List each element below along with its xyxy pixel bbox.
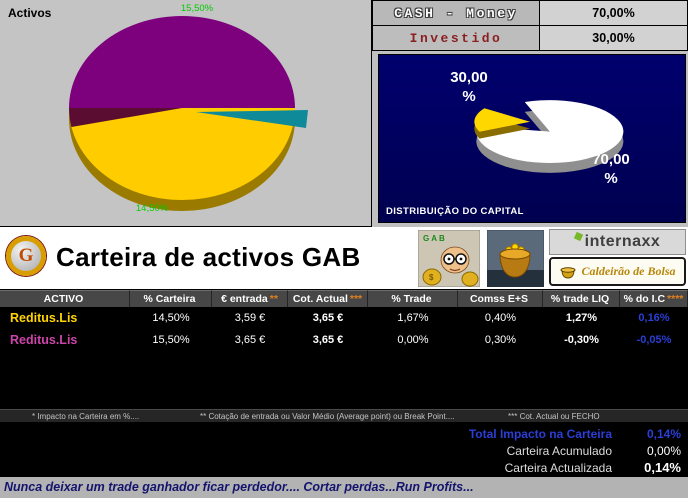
cell-carteira[interactable]: 15,50% xyxy=(152,334,190,346)
cell-carteira[interactable]: 14,50% xyxy=(152,312,190,324)
col-header-comss[interactable]: Comss E+S xyxy=(458,290,543,307)
cell-ic[interactable]: -0,05% xyxy=(636,334,672,346)
summary-label: Total Impacto na Carteira xyxy=(468,426,612,441)
cell-trade[interactable]: 1,67% xyxy=(397,312,429,324)
summary-row-carteira-acumulado: Carteira Acumulado 0,00% xyxy=(0,442,688,459)
col-header-entrada[interactable]: € entrada ** xyxy=(212,290,288,307)
page-title: Carteira de activos GAB xyxy=(56,242,361,272)
internaxx-logo: internaxx xyxy=(549,229,686,255)
pot-rim xyxy=(499,248,531,260)
cell-ic[interactable]: 0,16% xyxy=(638,312,670,324)
activos-pie-chart: 15,50% 14,50% xyxy=(68,3,308,214)
gab-medal-logo: G xyxy=(6,236,46,276)
mascot-mouth xyxy=(449,268,461,272)
summary-value[interactable]: 0,00% xyxy=(646,443,681,458)
capital-panel-caption: DISTRIBUIÇÃO DO CAPITAL xyxy=(386,206,524,217)
mascot-eye-left xyxy=(447,257,451,261)
title-band: G Carteira de activos GAB GAB $ xyxy=(0,227,688,290)
invested-row: Investido 30,00% xyxy=(372,26,688,51)
money-bag-left xyxy=(422,268,442,286)
summary-label: Carteira Actualizada xyxy=(504,460,612,475)
table-empty-rows xyxy=(0,351,688,409)
cell-trade[interactable]: 0,00% xyxy=(397,334,429,346)
cell-activo[interactable]: Reditus.Lis xyxy=(10,311,78,325)
gab-mascot-text: GAB xyxy=(423,234,447,243)
activos-pie-slice-teal xyxy=(196,110,308,128)
cell-activo[interactable]: Reditus.Lis xyxy=(10,333,78,347)
summary-value[interactable]: 0,14% xyxy=(646,426,681,441)
capital-summary-column: CASH - Money 70,00% Investido 30,00% 30,… xyxy=(372,0,688,227)
cell-entrada[interactable]: 3,59 € xyxy=(234,312,266,324)
table-row: Reditus.Lis 15,50% 3,65 € 3,65 € 0,00% 0… xyxy=(0,329,688,351)
footnote-impacto: * Impacto na Carteira em %.... xyxy=(32,412,140,421)
money-bag-symbol: $ xyxy=(429,273,434,282)
table-footnotes: * Impacto na Carteira em %.... ** Cotaçã… xyxy=(0,409,688,422)
activos-pie-slice-purple xyxy=(69,16,295,108)
activos-pie-label-top: 15,50% xyxy=(181,3,214,14)
caldeirao-logo-text: Caldeirão de Bolsa xyxy=(581,264,676,278)
activos-pie-slice-gold xyxy=(69,108,295,200)
footnote-cot-actual: *** Cot. Actual ou FECHO xyxy=(508,412,600,421)
activos-pie-slice-maroon xyxy=(68,108,182,127)
pot-body xyxy=(499,253,531,278)
cauldron-icon xyxy=(560,266,576,279)
invested-label: Investido xyxy=(372,26,540,51)
cell-comss[interactable]: 0,40% xyxy=(484,312,517,324)
money-bag-right xyxy=(461,271,479,287)
top-section: 15,50% 14,50% Activos CASH - Money 70,00… xyxy=(0,0,688,227)
col-header-activo[interactable]: ACTIVO xyxy=(0,290,130,307)
cell-trade-liq[interactable]: 1,27% xyxy=(565,312,598,324)
cash-row: CASH - Money 70,00% xyxy=(372,0,688,26)
mascot-eye-right xyxy=(459,257,463,261)
summary-label: Carteira Acumulado xyxy=(506,443,612,458)
activos-pie-label-bottom: 14,50% xyxy=(136,203,169,214)
summary-row-total-impacto: Total Impacto na Carteira 0,14% xyxy=(0,425,688,442)
table-row: Reditus.Lis 14,50% 3,59 € 3,65 € 1,67% 0… xyxy=(0,307,688,329)
cell-trade-liq[interactable]: -0,30% xyxy=(564,334,599,346)
footnote-cotacao: ** Cotação de entrada ou Valor Médio (Av… xyxy=(200,412,455,421)
summary-row-carteira-actualizada: Carteira Actualizada 0,14% xyxy=(0,459,688,476)
activos-chart-panel: 15,50% 14,50% Activos xyxy=(0,0,372,227)
capital-distribution-panel: 30,00 % 70,00 % DISTRIBUIÇÃO DO CAPITAL xyxy=(378,54,686,223)
capital-pie-chart xyxy=(474,100,624,173)
gab-medal-letter: G xyxy=(18,245,34,266)
summary-value[interactable]: 0,14% xyxy=(644,460,681,475)
table-header-row: ACTIVO % Carteira € entrada ** Cot. Actua… xyxy=(0,290,688,307)
cash-label: CASH - Money xyxy=(372,0,540,26)
cell-cot-actual[interactable]: 3,65 € xyxy=(312,312,344,324)
col-header-trade[interactable]: % Trade xyxy=(368,290,458,307)
col-header-trade-liq[interactable]: % trade LIQ xyxy=(543,290,620,307)
internaxx-green-mark-icon xyxy=(573,231,583,241)
gab-mascot-image: GAB $ xyxy=(418,230,480,287)
positions-table: ACTIVO % Carteira € entrada ** Cot. Actua… xyxy=(0,290,688,422)
capital-invested-pct: 30,00 % xyxy=(450,69,488,105)
invested-value[interactable]: 30,00% xyxy=(540,26,688,51)
cash-value[interactable]: 70,00% xyxy=(540,0,688,26)
portfolio-summary: Total Impacto na Carteira 0,14% Carteira… xyxy=(0,422,688,476)
internaxx-logo-text: internaxx xyxy=(584,233,661,250)
cell-cot-actual[interactable]: 3,65 € xyxy=(312,334,344,346)
cell-entrada[interactable]: 3,65 € xyxy=(234,334,266,346)
motto-bar: Nunca deixar um trade ganhador ficar per… xyxy=(0,476,688,498)
activos-panel-title: Activos xyxy=(8,6,52,20)
cell-comss[interactable]: 0,30% xyxy=(484,334,517,346)
pot-of-gold-image xyxy=(487,230,544,287)
col-header-cot-actual[interactable]: Cot. Actual *** xyxy=(288,290,368,307)
caldeirao-de-bolsa-logo: Caldeirão de Bolsa xyxy=(549,257,686,286)
capital-pie-slice-cash xyxy=(476,100,624,164)
col-header-carteira[interactable]: % Carteira xyxy=(130,290,212,307)
capital-cash-pct: 70,00 % xyxy=(592,151,630,187)
col-header-ic[interactable]: % do I.C **** xyxy=(620,290,688,307)
capital-pie-slice-invested xyxy=(474,108,531,132)
